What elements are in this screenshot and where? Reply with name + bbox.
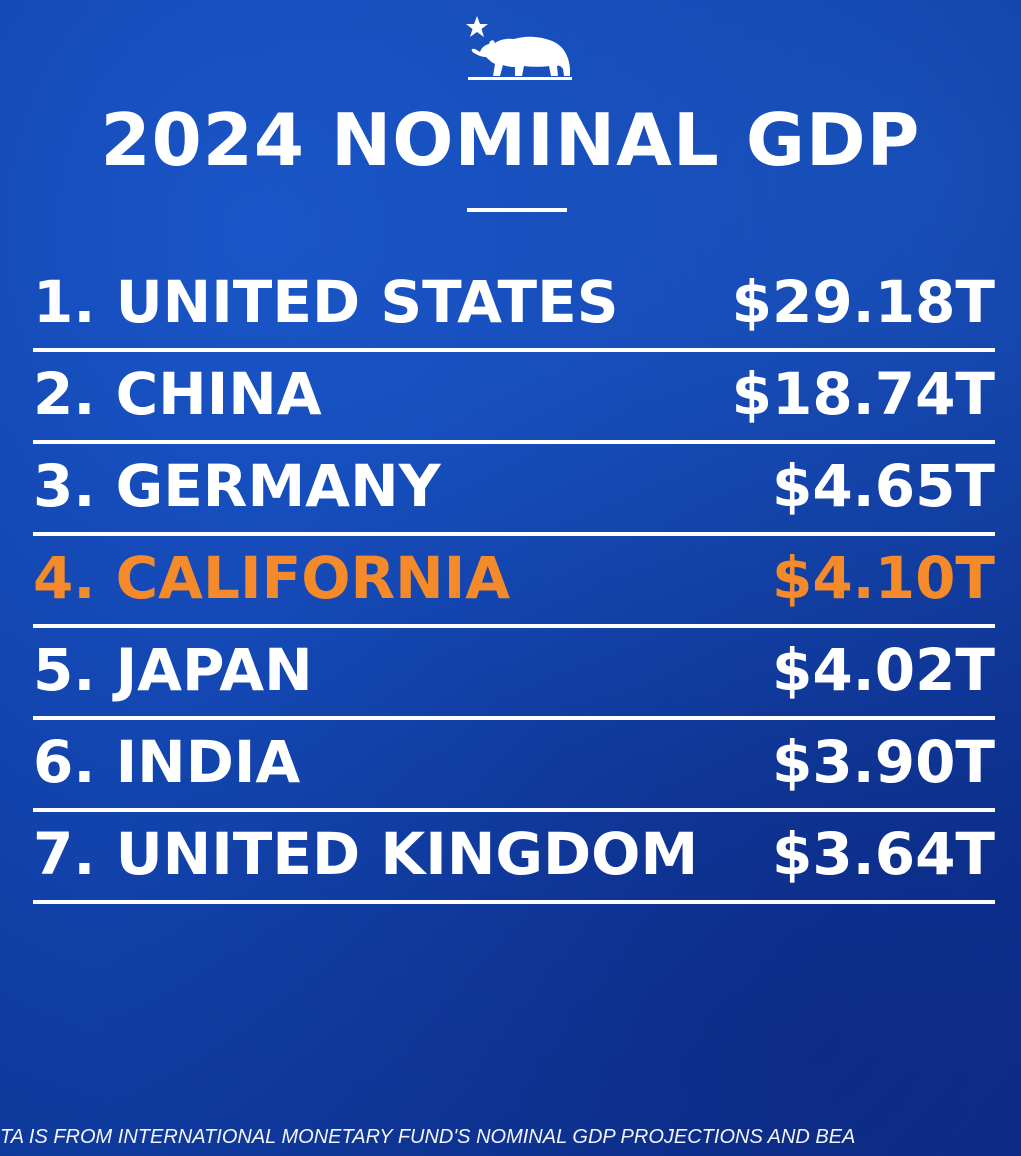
title-divider bbox=[467, 208, 567, 212]
country-label: 4. CALIFORNIA bbox=[33, 544, 511, 612]
table-row: 7. UNITED KINGDOM $3.64T bbox=[33, 812, 995, 904]
table-row: 6. INDIA $3.90T bbox=[33, 720, 995, 812]
table-row: 3. GERMANY $4.65T bbox=[33, 444, 995, 536]
gdp-value-label: $4.10T bbox=[771, 544, 995, 612]
gdp-value-label: $4.02T bbox=[771, 636, 995, 704]
table-row: 2. CHINA $18.74T bbox=[33, 352, 995, 444]
gdp-value-label: $29.18T bbox=[731, 268, 995, 336]
gdp-value-label: $3.64T bbox=[771, 820, 995, 888]
california-bear-with-star-icon bbox=[462, 14, 574, 82]
country-label: 3. GERMANY bbox=[33, 452, 441, 520]
country-label: 1. UNITED STATES bbox=[33, 268, 619, 336]
table-row: 1. UNITED STATES $29.18T bbox=[33, 260, 995, 352]
source-footnote: TA IS FROM INTERNATIONAL MONETARY FUND'S… bbox=[0, 1126, 856, 1148]
country-label: 2. CHINA bbox=[33, 360, 322, 428]
country-label: 7. UNITED KINGDOM bbox=[33, 820, 699, 888]
country-label: 5. JAPAN bbox=[33, 636, 313, 704]
country-label: 6. INDIA bbox=[33, 728, 301, 796]
gdp-ranking-table: 1. UNITED STATES $29.18T 2. CHINA $18.74T 3.… bbox=[33, 260, 995, 904]
gdp-value-label: $4.65T bbox=[771, 452, 995, 520]
table-row: 4. CALIFORNIA $4.10T bbox=[33, 536, 995, 628]
gdp-value-label: $3.90T bbox=[771, 728, 995, 796]
table-row: 5. JAPAN $4.02T bbox=[33, 628, 995, 720]
chart-title: 2024 NOMINAL GDP bbox=[100, 98, 921, 182]
gdp-value-label: $18.74T bbox=[731, 360, 995, 428]
